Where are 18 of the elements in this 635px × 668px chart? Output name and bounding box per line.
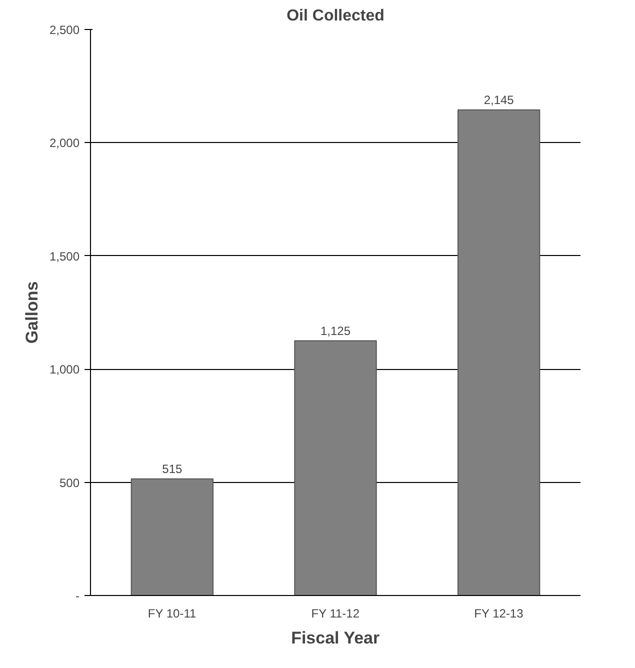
x-tick-label: FY 12-13 <box>474 606 524 620</box>
y-tick-label: 1,500 <box>49 249 80 264</box>
data-label: 515 <box>162 462 183 476</box>
y-axis-title: Gallons <box>22 281 42 344</box>
data-label: 2,145 <box>484 92 514 107</box>
bar <box>130 478 214 596</box>
x-tick-label: FY 11-12 <box>311 606 360 620</box>
data-label: 1,125 <box>320 324 351 338</box>
bar <box>458 109 540 596</box>
y-tick-label: 2,000 <box>49 136 80 150</box>
bar <box>294 340 377 596</box>
y-tick-label: 500 <box>59 476 80 490</box>
x-tick-label: FY 10-11 <box>148 606 197 620</box>
chart-title: Oil Collected <box>286 8 384 24</box>
y-tick-label: 1,000 <box>49 362 80 377</box>
y-tick-label: 2,500 <box>49 23 80 37</box>
x-axis-title: Fiscal Year <box>291 628 380 648</box>
y-tick-label: - <box>76 589 80 603</box>
